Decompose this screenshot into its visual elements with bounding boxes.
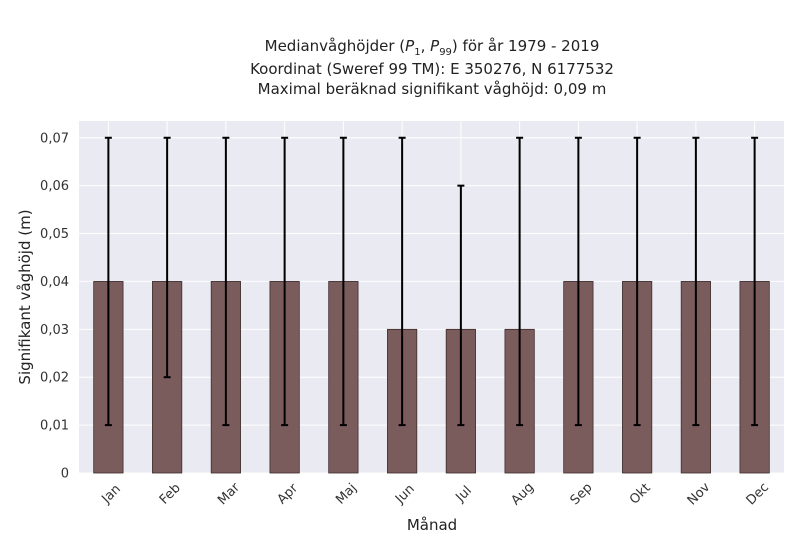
y-tick-label: 0 <box>61 467 69 482</box>
errorbar-sep <box>574 136 582 427</box>
y-tick-label: 0,02 <box>40 371 69 386</box>
chart-title-line-1: Medianvåghöjder (P1, P99) för år 1979 - … <box>265 37 600 58</box>
errorbar-okt <box>633 136 641 427</box>
chart-title-line-2: Koordinat (Sweref 99 TM): E 350276, N 61… <box>250 60 614 78</box>
y-tick-label: 0,06 <box>40 179 69 194</box>
y-tick-label: 0,07 <box>40 131 69 146</box>
errorbar-dec <box>751 136 759 427</box>
y-tick-label: 0,05 <box>40 227 69 242</box>
x-tick-label-sep: Sep <box>568 480 596 508</box>
errorbar-jun <box>398 136 406 427</box>
x-tick-label-aug: Aug <box>509 480 538 509</box>
x-tick-label-apr: Apr <box>275 480 302 507</box>
chart-title-line-3: Maximal beräknad signifikant våghöjd: 0,… <box>258 80 607 98</box>
x-tick-labels: Jan Feb Mar Apr Maj Jun Jul Aug Sep Okt Nov Dec <box>98 480 772 509</box>
errorbar-jan <box>104 136 112 427</box>
errorbar-aug <box>516 136 524 427</box>
x-tick-label-jul: Jul <box>453 483 475 505</box>
x-tick-label-okt: Okt <box>627 481 654 508</box>
errorbar-layer <box>104 136 759 427</box>
y-tick-label: 0,01 <box>40 419 69 434</box>
errorbar-apr <box>281 136 289 427</box>
x-tick-label-maj: Maj <box>333 481 360 508</box>
errorbar-nov <box>692 136 700 427</box>
x-tick-label-nov: Nov <box>685 480 714 509</box>
errorbar-jul <box>457 184 465 427</box>
errorbar-maj <box>339 136 347 427</box>
x-tick-label-jun: Jun <box>392 482 418 508</box>
x-tick-label-mar: Mar <box>215 480 243 508</box>
errorbar-mar <box>222 136 230 427</box>
x-tick-label-dec: Dec <box>744 480 772 508</box>
x-tick-label-feb: Feb <box>157 481 184 508</box>
x-axis-title: Månad <box>407 516 457 534</box>
y-axis-title: Signifikant våghöjd (m) <box>16 209 34 384</box>
errorbar-feb <box>163 136 171 379</box>
y-tick-label: 0,04 <box>40 275 69 290</box>
plot-area <box>79 121 784 473</box>
y-tick-label: 0,03 <box>40 323 69 338</box>
x-tick-label-jan: Jan <box>98 482 123 507</box>
y-tick-labels: 0 0,01 0,02 0,03 0,04 0,05 0,06 0,07 <box>40 131 69 481</box>
